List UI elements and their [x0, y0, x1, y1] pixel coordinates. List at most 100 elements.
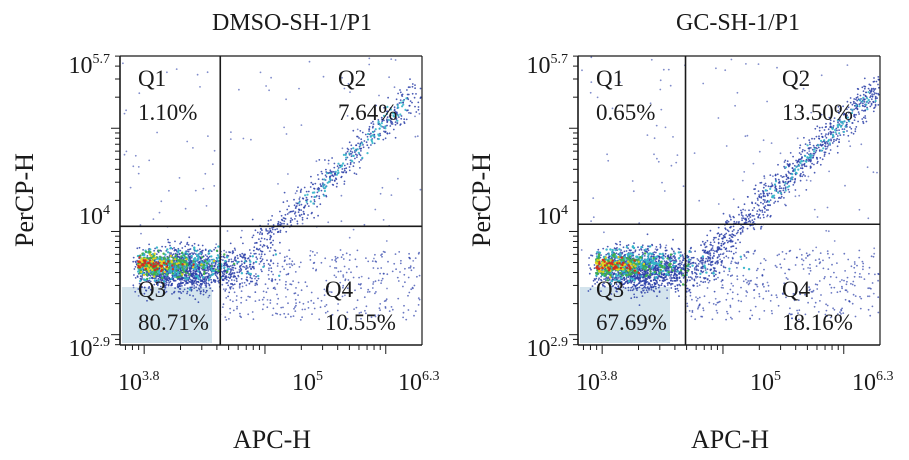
event-dot	[321, 300, 323, 302]
event-dot	[624, 251, 626, 253]
event-dot	[730, 251, 732, 253]
event-dot	[875, 88, 877, 90]
event-dot	[339, 166, 341, 168]
event-dot	[334, 259, 336, 261]
event-dot	[263, 304, 265, 306]
event-dot	[274, 249, 276, 251]
event-dot	[233, 310, 235, 312]
event-dot	[407, 98, 409, 100]
event-dot	[147, 255, 149, 257]
event-dot	[181, 263, 183, 265]
event-dot	[276, 228, 278, 230]
event-dot	[223, 266, 225, 268]
event-dot	[243, 256, 245, 258]
event-dot	[204, 173, 206, 175]
event-dot	[247, 296, 249, 298]
event-dot	[366, 152, 368, 154]
event-dot	[186, 293, 188, 295]
event-dot	[318, 318, 320, 320]
event-dot	[182, 282, 184, 284]
event-dot	[637, 246, 639, 248]
event-dot	[228, 280, 230, 282]
event-dot	[173, 275, 175, 277]
event-dot	[304, 194, 306, 196]
event-dot	[856, 100, 858, 102]
event-dot	[192, 147, 194, 149]
event-dot	[389, 132, 391, 134]
event-dot	[663, 273, 665, 275]
event-dot	[407, 109, 409, 111]
event-dot	[179, 177, 181, 179]
event-dot	[209, 285, 211, 287]
event-dot	[370, 133, 372, 135]
event-dot	[145, 268, 147, 270]
event-dot	[352, 151, 354, 153]
event-dot	[217, 254, 219, 256]
event-dot	[307, 214, 309, 216]
event-dot	[784, 161, 786, 163]
event-dot	[192, 263, 194, 265]
event-dot	[130, 187, 132, 189]
event-dot	[288, 212, 290, 214]
event-dot	[279, 231, 281, 233]
event-dot	[303, 303, 305, 305]
event-dot	[345, 154, 347, 156]
y-tick-label-mid: 104	[79, 203, 110, 230]
event-dot	[267, 230, 269, 232]
event-dot	[186, 141, 188, 143]
event-dot	[737, 239, 739, 241]
event-dot	[336, 267, 338, 269]
event-dot	[394, 86, 396, 88]
event-dot	[314, 254, 316, 256]
event-dot	[861, 110, 863, 112]
event-dot	[691, 271, 693, 273]
event-dot	[639, 249, 641, 251]
event-dot	[402, 100, 404, 102]
event-dot	[742, 231, 744, 233]
event-dot	[210, 279, 212, 281]
event-dot	[787, 160, 789, 162]
event-dot	[412, 260, 414, 262]
event-dot	[721, 233, 723, 235]
event-dot	[272, 229, 274, 231]
event-dot	[780, 187, 782, 189]
event-dot	[197, 74, 199, 76]
event-dot	[372, 283, 374, 285]
event-dot	[177, 271, 179, 273]
event-dot	[295, 271, 297, 273]
event-dot	[367, 138, 369, 140]
event-dot	[368, 128, 370, 130]
event-dot	[205, 280, 207, 282]
event-dot	[674, 273, 676, 275]
event-dot	[274, 229, 276, 231]
event-dot	[231, 261, 233, 263]
event-dot	[616, 247, 618, 249]
event-dot	[247, 258, 249, 260]
event-dot	[166, 71, 168, 73]
event-dot	[683, 277, 685, 279]
event-dot	[317, 174, 319, 176]
event-dot	[320, 185, 322, 187]
event-dot	[681, 263, 683, 265]
event-dot	[373, 258, 375, 260]
event-dot	[233, 274, 235, 276]
event-dot	[174, 273, 176, 275]
event-dot	[321, 171, 323, 173]
event-dot	[174, 258, 176, 260]
event-dot	[287, 302, 289, 304]
event-dot	[803, 174, 805, 176]
event-dot	[249, 255, 251, 257]
event-dot	[414, 97, 416, 99]
event-dot	[379, 307, 381, 309]
event-dot	[223, 256, 225, 258]
event-dot	[738, 206, 740, 208]
event-dot	[328, 181, 330, 183]
event-dot	[253, 275, 255, 277]
event-dot	[711, 248, 713, 250]
event-dot	[633, 242, 635, 244]
event-dot	[369, 291, 371, 293]
event-dot	[415, 111, 417, 113]
event-dot	[679, 277, 681, 279]
event-dot	[344, 266, 346, 268]
